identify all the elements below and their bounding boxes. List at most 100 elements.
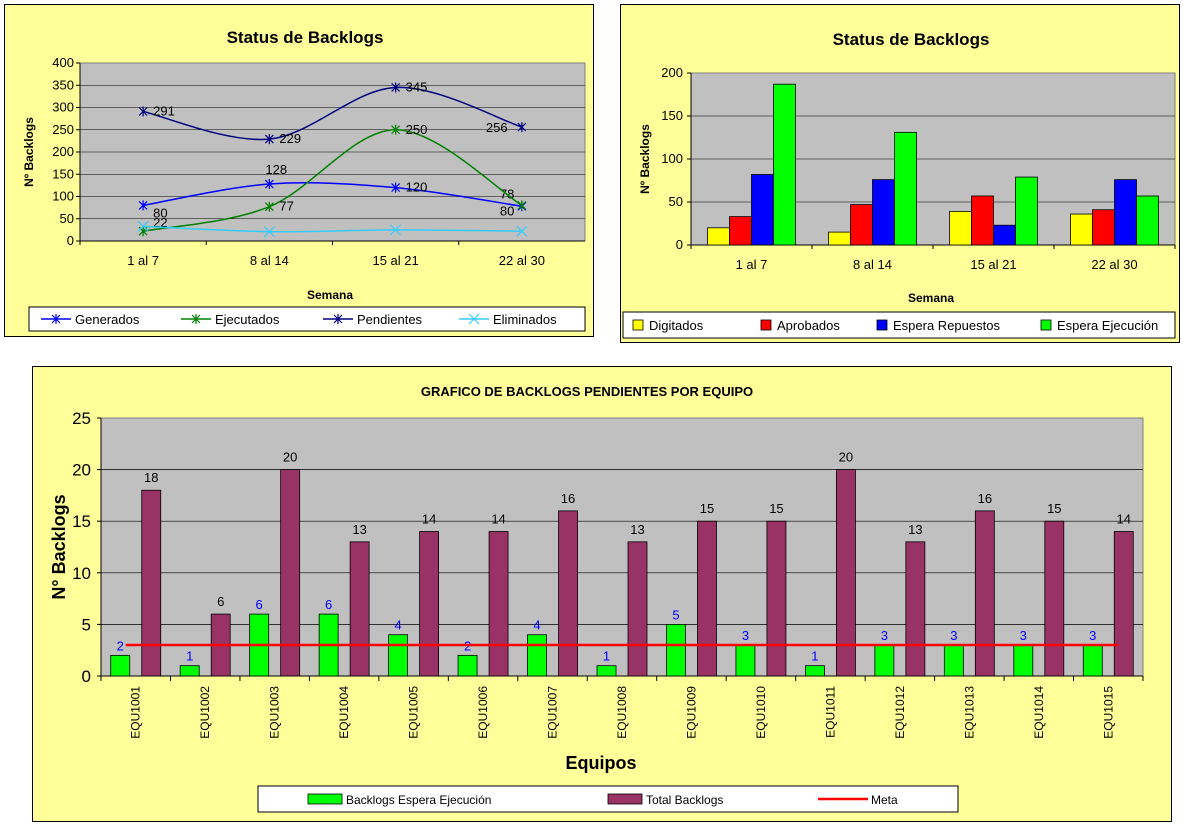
x-tick-label: EQU1001 bbox=[129, 686, 143, 739]
y-axis-title: Nº Backlogs bbox=[638, 124, 652, 194]
data-label: 13 bbox=[352, 522, 366, 537]
bar bbox=[993, 224, 1016, 246]
legend-swatch bbox=[1040, 319, 1052, 331]
bar bbox=[707, 227, 730, 246]
x-axis-title: Equipos bbox=[566, 753, 637, 773]
data-label: 77 bbox=[279, 199, 293, 214]
x-tick-label: EQU1004 bbox=[337, 686, 351, 739]
data-point bbox=[391, 82, 401, 93]
legend-label: Espera Repuestos bbox=[893, 318, 1000, 333]
data-label: 1 bbox=[603, 649, 610, 664]
data-point bbox=[390, 224, 402, 236]
legend-marker bbox=[333, 314, 343, 324]
plot-area bbox=[100, 417, 1144, 677]
bar bbox=[766, 520, 787, 677]
data-label: 13 bbox=[908, 522, 922, 537]
bar bbox=[729, 216, 752, 246]
y-tick-label: 300 bbox=[52, 100, 74, 115]
bar bbox=[527, 634, 547, 677]
bar bbox=[805, 665, 825, 677]
chart-title: Status de Backlogs bbox=[227, 28, 384, 47]
x-axis-title: Semana bbox=[908, 291, 954, 305]
y-tick-label: 100 bbox=[661, 151, 683, 166]
data-point bbox=[516, 225, 528, 237]
bar bbox=[894, 131, 917, 246]
y-tick-label: 200 bbox=[661, 65, 683, 80]
data-point bbox=[263, 226, 275, 238]
y-tick-label: 5 bbox=[82, 615, 91, 634]
bar-chart-equipment: GRAFICO DE BACKLOGS PENDIENTES POR EQUIP… bbox=[49, 384, 1144, 813]
bar bbox=[828, 231, 851, 246]
bar bbox=[751, 174, 774, 246]
legend-label: Meta bbox=[871, 793, 898, 807]
y-tick-label: 250 bbox=[52, 122, 74, 137]
series-line bbox=[142, 86, 523, 141]
data-point bbox=[264, 134, 274, 145]
bar bbox=[971, 195, 994, 246]
x-tick-label: 8 al 14 bbox=[250, 253, 289, 268]
data-label: 229 bbox=[279, 131, 301, 146]
y-tick-label: 400 bbox=[52, 55, 74, 70]
bar bbox=[280, 469, 301, 677]
data-label: 80 bbox=[153, 205, 167, 220]
y-tick-label: 0 bbox=[82, 667, 91, 686]
data-label: 15 bbox=[769, 501, 783, 516]
legend bbox=[622, 311, 1176, 339]
x-tick-label: EQU1006 bbox=[476, 686, 490, 739]
data-label: 1 bbox=[811, 649, 818, 664]
x-tick-label: EQU1002 bbox=[198, 686, 212, 739]
data-label: 20 bbox=[839, 450, 853, 465]
bar bbox=[558, 510, 578, 677]
bar bbox=[735, 644, 756, 677]
legend-label: Pendientes bbox=[357, 312, 423, 327]
legend-label: Aprobados bbox=[777, 318, 840, 333]
bar bbox=[488, 531, 509, 677]
x-tick-label: 15 al 21 bbox=[970, 257, 1016, 272]
data-point bbox=[264, 201, 274, 212]
series-line bbox=[142, 128, 523, 232]
y-tick-label: 15 bbox=[72, 512, 91, 531]
x-tick-label: EQU1003 bbox=[268, 686, 282, 739]
series-line bbox=[143, 225, 522, 233]
bar bbox=[666, 623, 686, 677]
data-label: 6 bbox=[256, 597, 263, 612]
x-tick-label: EQU1013 bbox=[962, 686, 976, 739]
y-tick-label: 150 bbox=[661, 108, 683, 123]
legend-label: Digitados bbox=[649, 318, 704, 333]
bar bbox=[949, 211, 972, 246]
data-point bbox=[138, 200, 148, 211]
series-line bbox=[142, 182, 522, 208]
legend-label: Espera Ejecución bbox=[1057, 318, 1158, 333]
bar bbox=[974, 510, 995, 677]
chart-title: Status de Backlogs bbox=[833, 30, 990, 49]
x-tick-label: 1 al 7 bbox=[736, 257, 768, 272]
y-tick-label: 20 bbox=[72, 461, 91, 480]
line-chart: Status de Backlogs 0 50 100 150 200 250 300 350 4… bbox=[22, 28, 586, 332]
data-label: 291 bbox=[153, 104, 175, 119]
y-tick-label: 50 bbox=[669, 194, 683, 209]
data-label: 2 bbox=[117, 638, 124, 653]
bar-chart-week: Status de Backlogs 0 50 100 150 200 1 al 7 8 al… bbox=[622, 30, 1176, 339]
bar bbox=[850, 204, 873, 246]
data-point bbox=[517, 122, 527, 133]
bar bbox=[1044, 520, 1065, 677]
data-label: 250 bbox=[406, 122, 428, 137]
chart-panel-bars-week: Status de Backlogs 0 50 100 150 200 1 al 7 8 al… bbox=[620, 4, 1180, 343]
data-label: 3 bbox=[881, 628, 888, 643]
chart-title: GRAFICO DE BACKLOGS PENDIENTES POR EQUIP… bbox=[421, 384, 753, 399]
x-tick-label: EQU1011 bbox=[823, 686, 837, 738]
bar bbox=[874, 644, 895, 677]
x-tick-label: 1 al 7 bbox=[127, 253, 159, 268]
x-tick-label: EQU1007 bbox=[546, 686, 560, 739]
data-label: 14 bbox=[422, 512, 436, 527]
x-tick-label: 15 al 21 bbox=[372, 253, 418, 268]
bar bbox=[836, 469, 856, 677]
y-tick-label: 200 bbox=[52, 144, 74, 159]
data-label: 3 bbox=[1020, 628, 1027, 643]
bar bbox=[1013, 644, 1034, 677]
y-tick-label: 50 bbox=[60, 211, 74, 226]
data-label: 5 bbox=[672, 607, 679, 622]
data-label: 14 bbox=[491, 512, 505, 527]
data-label: 16 bbox=[978, 491, 992, 506]
legend-marker bbox=[51, 314, 61, 324]
